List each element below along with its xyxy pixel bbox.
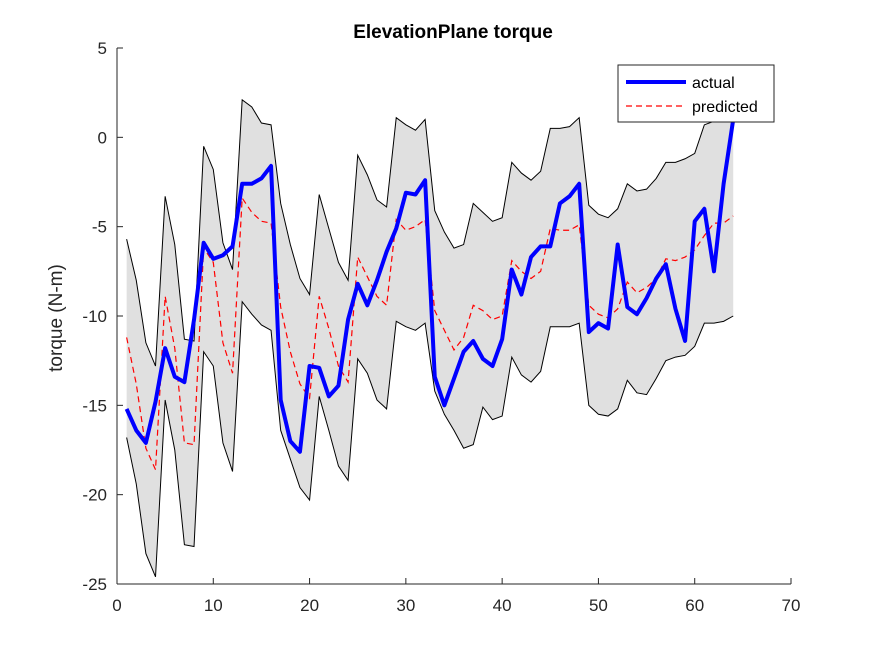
legend-actual-label: actual [692, 75, 735, 92]
band-upper-line [126, 98, 734, 367]
y-tick-label: 5 [98, 39, 107, 58]
band-lower-line [126, 300, 734, 578]
series-actual-line [124, 119, 736, 454]
confidence-band [126, 99, 734, 577]
y-tick-label: -15 [82, 396, 107, 415]
legend-box [617, 64, 775, 123]
x-tick-label: 10 [204, 596, 223, 615]
chart-title: ElevationPlane torque [353, 22, 553, 43]
x-tick-label: 50 [589, 596, 608, 615]
x-tick-label: 0 [112, 596, 121, 615]
x-tick-label: 70 [782, 596, 801, 615]
y-tick-label: -10 [82, 307, 107, 326]
x-tick-label: 60 [685, 596, 704, 615]
y-tick-label: -5 [92, 218, 107, 237]
y-tick-label: 0 [98, 128, 107, 147]
x-tick-label: 40 [493, 596, 512, 615]
y-tick-label: -25 [82, 575, 107, 594]
x-tick-label: 20 [300, 596, 319, 615]
y-axis-title: torque (N-m) [46, 264, 67, 372]
y-tick-label: -20 [82, 486, 107, 505]
x-tick-label: 30 [396, 596, 415, 615]
legend-predicted-label: predicted [692, 99, 758, 116]
